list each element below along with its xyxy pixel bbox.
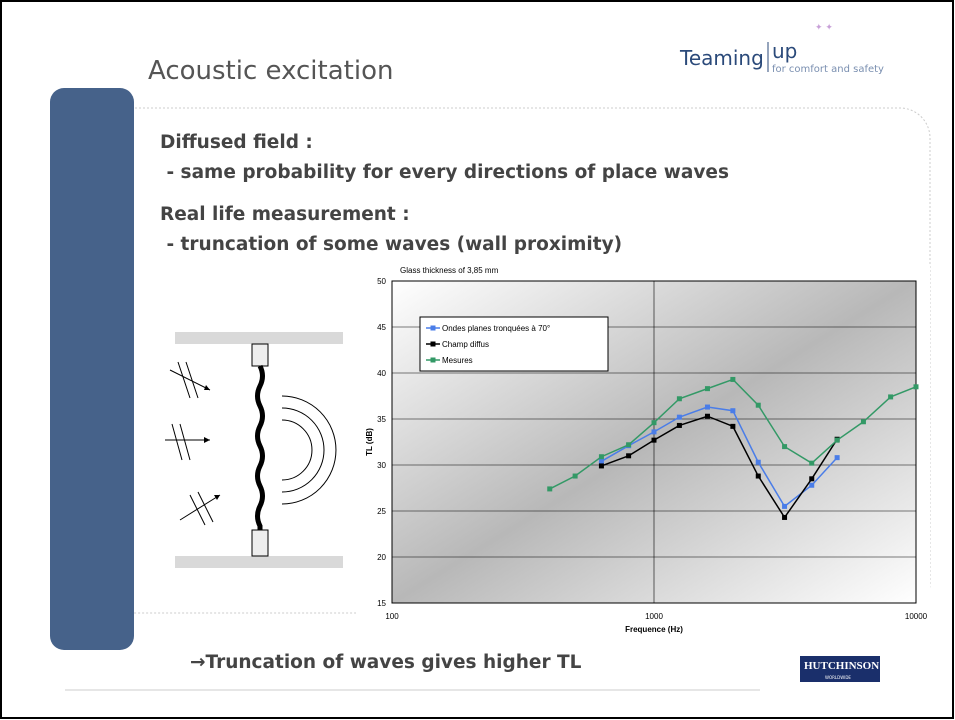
conclusion: →Truncation of waves gives higher TL xyxy=(190,652,582,673)
data-point xyxy=(755,473,761,479)
data-point xyxy=(651,429,657,435)
data-point xyxy=(834,455,840,461)
x-tick-label: 1000 xyxy=(645,612,663,621)
data-point xyxy=(782,503,788,509)
glass-pane xyxy=(255,364,265,530)
data-point xyxy=(626,453,632,459)
data-point xyxy=(860,419,866,425)
data-point xyxy=(598,454,604,460)
y-tick-label: 45 xyxy=(377,323,386,332)
heading: Real life measurement : xyxy=(160,204,410,225)
data-point xyxy=(572,473,578,479)
side-bar xyxy=(50,88,134,650)
chart: Glass thickness of 3,85 mm Frequence (Hz… xyxy=(356,265,930,645)
incident-waves xyxy=(165,361,221,526)
legend-label: Mesures xyxy=(442,356,473,365)
series-line xyxy=(601,415,838,519)
data-point xyxy=(913,384,919,390)
wall xyxy=(175,556,343,568)
data-point xyxy=(598,463,604,469)
legend-label: Ondes planes tronquées à 70° xyxy=(442,324,550,333)
legend-marker xyxy=(430,341,436,347)
brand-sub: WORLDWIDE xyxy=(825,675,851,680)
y-tick-label: 25 xyxy=(377,507,386,516)
data-point xyxy=(834,437,840,443)
data-point xyxy=(598,458,604,464)
data-point xyxy=(782,514,788,520)
legend-marker xyxy=(430,357,436,363)
x-axis-label: Frequence (Hz) xyxy=(625,625,683,634)
y-tick-label: 20 xyxy=(377,553,386,562)
series-line xyxy=(601,406,838,508)
y-tick-label: 35 xyxy=(377,415,386,424)
brand: HUTCHINSON xyxy=(804,660,879,672)
data-point xyxy=(730,376,736,382)
data-point xyxy=(651,437,657,443)
data-point xyxy=(809,476,815,482)
bullet: - truncation of some waves (wall proximi… xyxy=(160,234,622,255)
bullet: - same probability for every directions … xyxy=(160,162,729,183)
data-point xyxy=(651,420,657,426)
y-tick-label: 40 xyxy=(377,369,386,378)
logo-main: Teaming xyxy=(679,46,764,70)
data-point xyxy=(626,442,632,448)
data-point xyxy=(704,386,710,392)
data-point xyxy=(676,422,682,428)
frame xyxy=(251,343,269,367)
logo-stars: ✦ ✦ xyxy=(815,23,833,33)
legend-label: Champ diffus xyxy=(442,340,489,349)
data-point xyxy=(809,460,815,466)
y-tick-label: 50 xyxy=(377,277,386,286)
y-tick-label: 30 xyxy=(377,461,386,470)
data-point xyxy=(676,414,682,420)
brand-box xyxy=(800,656,880,682)
logo-up: up xyxy=(772,39,797,63)
data-point xyxy=(809,482,815,488)
data-point xyxy=(704,404,710,410)
logo: Teaming up for comfort and safety ✦ ✦ xyxy=(679,23,884,75)
data-point xyxy=(755,402,761,408)
wave-diagram xyxy=(165,332,343,568)
brand-logo: HUTCHINSON WORLDWIDE xyxy=(800,656,880,682)
data-point xyxy=(755,459,761,465)
logo-tagline: for comfort and safety xyxy=(772,64,884,75)
data-point xyxy=(704,413,710,419)
legend-box xyxy=(419,316,609,372)
data-point xyxy=(782,444,788,450)
data-point xyxy=(730,423,736,429)
x-tick-label: 100 xyxy=(385,612,399,621)
data-point xyxy=(676,396,682,402)
data-point xyxy=(547,486,553,492)
y-tick-label: 15 xyxy=(377,599,386,608)
legend-marker xyxy=(430,325,436,331)
slide-title: Acoustic excitation xyxy=(148,56,393,86)
reflected-waves xyxy=(281,395,337,505)
x-tick-label: 10000 xyxy=(905,612,928,621)
y-axis-label: TL (dB) xyxy=(365,428,374,456)
chart-title: Glass thickness of 3,85 mm xyxy=(400,266,499,275)
wall xyxy=(175,332,343,344)
heading: Diffused field : xyxy=(160,132,313,153)
frame xyxy=(251,529,269,557)
data-point xyxy=(730,408,736,414)
data-point xyxy=(888,394,894,400)
